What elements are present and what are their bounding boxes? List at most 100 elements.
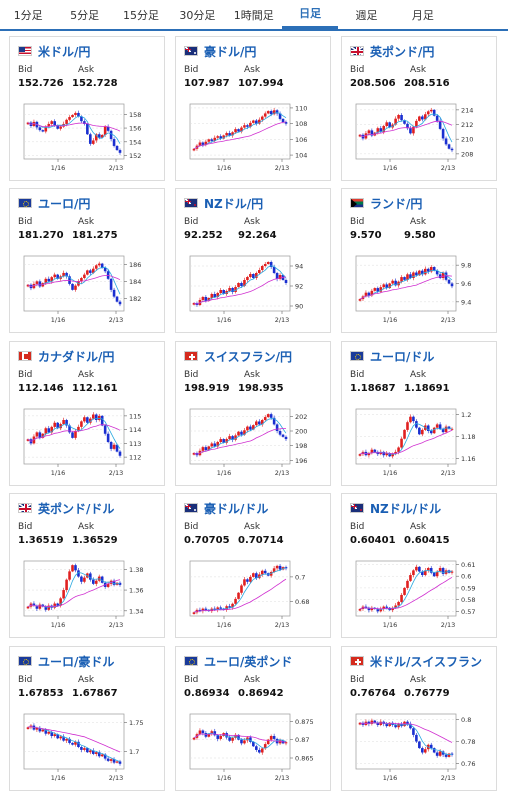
- candle-body: [269, 262, 273, 267]
- candle-body: [382, 606, 386, 609]
- currency-card[interactable]: 豪ドル/円 Bid Ask 107.987 107.994 110 108 106 104 1/1…: [175, 36, 331, 181]
- candle-body: [385, 453, 389, 456]
- candle-body: [192, 148, 196, 151]
- currency-card[interactable]: 米ドル/円 Bid Ask 152.726 152.728 158 156 154 152 1/1…: [9, 36, 165, 181]
- candle-body: [447, 144, 451, 149]
- quote-labels: Bid Ask: [184, 370, 322, 381]
- pair-name-link[interactable]: NZドル/円: [204, 196, 264, 211]
- candle-body: [388, 453, 391, 457]
- x-tick-label: 2/13: [275, 316, 290, 324]
- candlestick-chart[interactable]: 0.61 0.6 0.59 0.58 0.57 1/16 2/13: [348, 558, 490, 634]
- candle-body: [65, 420, 68, 426]
- candlestick-chart[interactable]: 0.7 0.68 1/16 2/13: [182, 558, 324, 634]
- nz-flag-icon: [184, 198, 198, 208]
- candlestick-chart[interactable]: 110 108 106 104 1/16 2/13: [182, 101, 324, 177]
- quote-labels: Bid Ask: [350, 370, 488, 381]
- pair-name-link[interactable]: 豪ドル/ドル: [204, 501, 269, 516]
- currency-card[interactable]: スイスフラン/円 Bid Ask 198.919 198.935 202 200 198 196…: [175, 341, 331, 486]
- candle-body: [97, 415, 101, 420]
- candle-body: [260, 420, 264, 425]
- candle-body: [56, 274, 59, 279]
- candle-body: [281, 118, 285, 123]
- tab-2[interactable]: 15分足: [122, 8, 159, 22]
- candlestick-chart[interactable]: 1.75 1.7 1/16 2/13: [16, 711, 158, 787]
- x-tick-label: 1/16: [51, 621, 66, 629]
- currency-card[interactable]: ランド/円 Bid Ask 9.570 9.580 9.8 9.6 9.4 1/16 2/13: [341, 188, 497, 333]
- y-tick-label: 196: [295, 457, 307, 465]
- candlestick-chart[interactable]: 94 92 90 1/16 2/13: [182, 253, 324, 329]
- pair-name-link[interactable]: カナダドル/円: [38, 349, 115, 364]
- pair-name-link[interactable]: 英ポンド/ドル: [38, 501, 115, 516]
- candle-body: [59, 424, 62, 429]
- candlestick-chart[interactable]: 9.8 9.6 9.4 1/16 2/13: [348, 253, 490, 329]
- candlestick-chart[interactable]: 186 184 182 1/16 2/13: [16, 253, 158, 329]
- x-tick-label: 1/16: [383, 469, 398, 477]
- currency-card[interactable]: ユーロ/円 Bid Ask 181.270 181.275 186 184 182 1/16 2/…: [9, 188, 165, 333]
- candlestick-chart[interactable]: 1.2 1.18 1.16 1/16 2/13: [348, 406, 490, 482]
- currency-card[interactable]: ユーロ/英ポンド Bid Ask 0.86934 0.86942 0.875 0.87 0.8…: [175, 646, 331, 791]
- ma-long-line: [193, 428, 286, 455]
- tab-7[interactable]: 月足: [411, 8, 434, 22]
- candle-body: [255, 746, 258, 750]
- tab-8[interactable]: [451, 0, 507, 29]
- pair-name-link[interactable]: ユーロ/豪ドル: [38, 654, 115, 669]
- currency-card[interactable]: 英ポンド/円 Bid Ask 208.506 208.516 214 212 210 208 1/…: [341, 36, 497, 181]
- candlestick-chart[interactable]: 202 200 198 196 1/16 2/13: [182, 406, 324, 482]
- currency-card[interactable]: ユーロ/ドル Bid Ask 1.18687 1.18691 1.2 1.18 1.16 1/1…: [341, 341, 497, 486]
- currency-card[interactable]: NZドル/ドル Bid Ask 0.60401 0.60415 0.61 0.6 0.59 0.…: [341, 493, 497, 638]
- tab-0[interactable]: 1分足: [13, 8, 43, 22]
- candle-body: [237, 431, 240, 436]
- currency-card[interactable]: 米ドル/スイスフラン Bid Ask 0.76764 0.76779 0.8 0.78 0.7…: [341, 646, 497, 791]
- candlestick-chart[interactable]: 0.8 0.78 0.76 1/16 2/13: [348, 711, 490, 787]
- pair-name-link[interactable]: 米ドル/スイスフラン: [370, 654, 483, 669]
- tab-3[interactable]: 30分足: [179, 8, 216, 22]
- tab-5[interactable]: 日足: [281, 0, 339, 29]
- candle-body: [432, 427, 436, 434]
- tab-6[interactable]: 週足: [355, 8, 378, 22]
- candlestick-chart[interactable]: 0.875 0.87 0.865 1/16 2/13: [182, 711, 324, 787]
- quote-labels: Bid Ask: [18, 522, 156, 533]
- currency-card[interactable]: NZドル/円 Bid Ask 92.252 92.264 94 92 90 1/16 2/13: [175, 188, 331, 333]
- quote-labels: Bid Ask: [184, 675, 322, 686]
- tab-1[interactable]: 5分足: [70, 8, 100, 22]
- candlestick-chart[interactable]: 115 114 113 112 1/16 2/13: [16, 406, 158, 482]
- candle-body: [243, 430, 246, 435]
- x-tick-label: 2/13: [441, 774, 456, 782]
- pair-name-link[interactable]: 豪ドル/円: [204, 44, 257, 59]
- candle-body: [263, 417, 267, 420]
- candlestick-chart[interactable]: 158 156 154 152 1/16 2/13: [16, 101, 158, 177]
- pair-name-link[interactable]: ランド/円: [370, 196, 423, 211]
- pair-name-link[interactable]: 英ポンド/円: [370, 44, 435, 59]
- currency-card[interactable]: 豪ドル/ドル Bid Ask 0.70705 0.70714 0.7 0.68 1/16 2/1…: [175, 493, 331, 638]
- candle-body: [263, 264, 267, 266]
- currency-card[interactable]: カナダドル/円 Bid Ask 112.146 112.161 115 114 113 112 1…: [9, 341, 165, 486]
- currency-card[interactable]: ユーロ/豪ドル Bid Ask 1.67853 1.67867 1.75 1.7 1/16 2/…: [9, 646, 165, 791]
- x-tick-label: 1/16: [383, 164, 398, 172]
- candle-body: [44, 729, 48, 734]
- bid-label: Bid: [184, 675, 199, 685]
- ask-label: Ask: [244, 370, 261, 380]
- pair-name-link[interactable]: NZドル/ドル: [370, 501, 442, 516]
- candle-body: [112, 759, 116, 763]
- x-tick-label: 2/13: [275, 164, 290, 172]
- candle-body: [50, 731, 54, 736]
- pair-name-link[interactable]: ユーロ/英ポンド: [204, 654, 293, 669]
- candlestick-chart[interactable]: 214 212 210 208 1/16 2/13: [348, 101, 490, 177]
- pair-name-link[interactable]: スイスフラン/円: [204, 349, 293, 364]
- pair-name-link[interactable]: 米ドル/円: [38, 44, 91, 59]
- pair-name-link[interactable]: ユーロ/ドル: [370, 349, 435, 364]
- candle-body: [32, 283, 36, 289]
- candle-body: [44, 428, 48, 434]
- candle-body: [438, 274, 442, 278]
- candle-body: [213, 294, 217, 297]
- currency-card[interactable]: 英ポンド/ドル Bid Ask 1.36519 1.36529 1.38 1.36 1.34 1…: [9, 493, 165, 638]
- pair-name-link[interactable]: ユーロ/円: [38, 196, 91, 211]
- candle-body: [284, 122, 288, 124]
- candle-body: [412, 126, 415, 134]
- y-tick-label: 184: [129, 278, 141, 286]
- tab-4[interactable]: 1時間足: [233, 8, 274, 22]
- ask-value: 0.86942: [238, 688, 284, 699]
- bid-label: Bid: [184, 65, 199, 75]
- candlestick-chart[interactable]: 1.38 1.36 1.34 1/16 2/13: [16, 558, 158, 634]
- candle-body: [260, 570, 264, 575]
